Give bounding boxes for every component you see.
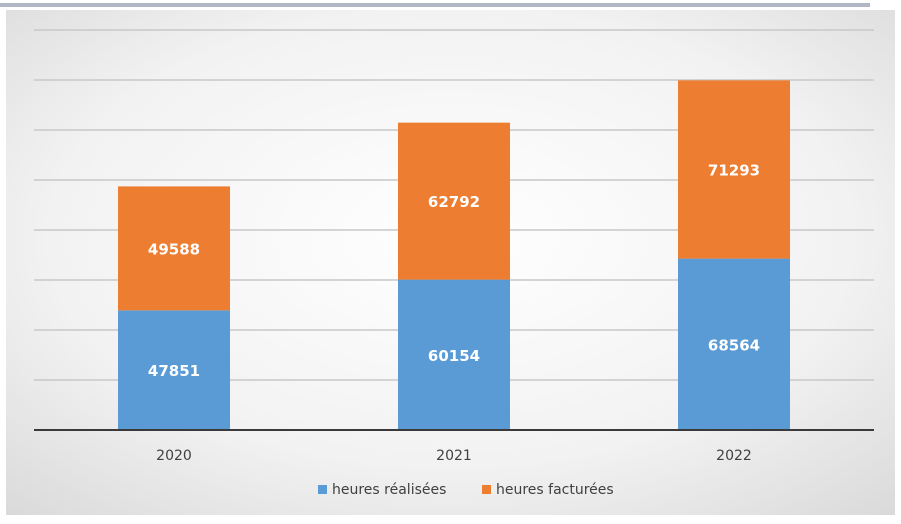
data-label: 60154 <box>428 347 480 365</box>
data-label: 62792 <box>428 193 480 211</box>
x-tick-label: 2022 <box>716 448 752 464</box>
legend-label: heures réalisées <box>332 482 446 498</box>
legend-label: heures facturées <box>496 482 614 498</box>
top-border-line <box>0 3 870 7</box>
data-label: 68564 <box>708 336 760 354</box>
legend-swatch <box>482 485 491 494</box>
bar-realisees-2022 <box>678 258 790 430</box>
x-tick-label: 2021 <box>436 448 472 464</box>
bars <box>118 80 790 430</box>
bar-realisees-2021 <box>398 279 510 430</box>
x-tick-label: 2020 <box>156 448 192 464</box>
bar-facturees-2021 <box>398 122 510 280</box>
legend-swatch <box>318 485 327 494</box>
data-labels: 47851 49588 60154 62792 68564 71293 <box>148 161 760 380</box>
x-axis-tick-labels: 2020 2021 2022 <box>156 448 752 464</box>
legend: heures réalisées heures facturées <box>318 482 614 498</box>
data-label: 71293 <box>708 161 760 179</box>
data-label: 47851 <box>148 362 200 380</box>
bar-facturees-2022 <box>678 80 790 259</box>
bar-facturees-2020 <box>118 186 230 311</box>
data-label: 49588 <box>148 240 200 258</box>
bar-realisees-2020 <box>118 310 230 430</box>
